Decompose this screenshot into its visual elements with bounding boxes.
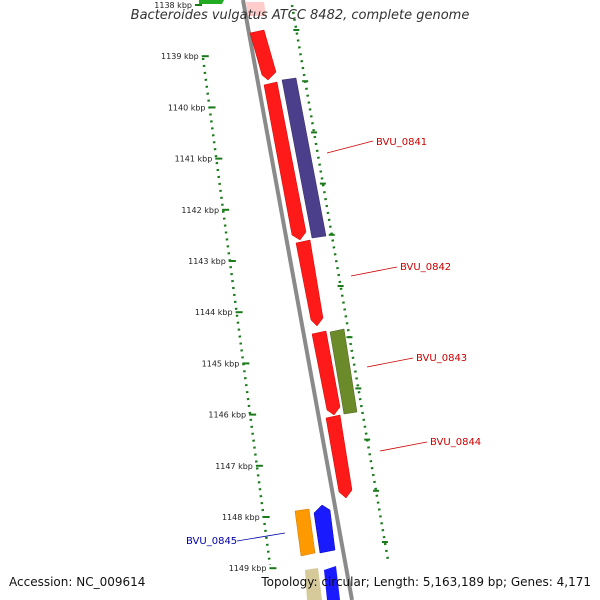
gene-feature-blue [313, 504, 336, 554]
gene-feature-red-2 [263, 81, 307, 241]
gene-label-bvu-0842[interactable]: BVU_0842 [400, 262, 451, 273]
kbp-tick-label: 1139 kbp [161, 52, 199, 61]
gene-feature-red-1 [249, 29, 277, 81]
leader-line-bvu-0841 [326, 140, 374, 154]
kbp-tick-label: 1144 kbp [195, 308, 233, 317]
gene-feature-blue-bottom [324, 566, 340, 600]
topology-text: Topology: circular; Length: 5,163,189 bp… [261, 575, 591, 589]
kbp-tick-label: 1140 kbp [168, 103, 206, 112]
kbp-scale: 1138 kbp 1139 kbp 1140 kbp 1141 kbp 1142 kbp… [154, 1, 388, 573]
leader-line-bvu-0843 [366, 357, 414, 368]
gene-feature-pink [246, 2, 266, 16]
outer-dotted-ring [290, 4, 390, 561]
gene-feature-purple [281, 77, 327, 239]
inner-dotted-ring [201, 57, 272, 566]
gene-label-bvu-0843[interactable]: BVU_0843 [416, 353, 467, 364]
leader-line-bvu-0845 [236, 532, 286, 542]
gene-feature-olive [329, 328, 358, 415]
accession-text: Accession: NC_009614 [9, 575, 146, 589]
kbp-tick-label: 1147 kbp [215, 462, 253, 471]
gene-feature-orange [294, 508, 316, 557]
kbp-tick-label: 1141 kbp [175, 155, 213, 164]
gene-feature-red-4 [311, 330, 341, 416]
leader-line-bvu-0844 [379, 441, 428, 452]
kbp-tick-label: 1138 kbp [154, 1, 192, 10]
kbp-tick-label: 1146 kbp [208, 411, 246, 420]
gene-feature-tan [305, 568, 322, 600]
map-title: Bacteroides vulgatus ATCC 8482, complete… [130, 8, 470, 23]
gene-feature-top-fragment [199, 0, 224, 4]
leader-line-bvu-0842 [350, 266, 398, 277]
gene-feature-red-3 [295, 239, 324, 327]
kbp-tick-label: 1148 kbp [222, 513, 260, 522]
gene-label-bvu-0844[interactable]: BVU_0844 [430, 437, 481, 448]
kbp-tick-label: 1142 kbp [181, 206, 219, 215]
gene-feature-red-5 [325, 414, 353, 499]
kbp-tick-label: 1143 kbp [188, 257, 226, 266]
genome-backbone [241, 0, 354, 600]
gene-label-bvu-0845[interactable]: BVU_0845 [186, 536, 237, 547]
kbp-tick-label: 1145 kbp [202, 359, 240, 368]
gene-label-bvu-0841[interactable]: BVU_0841 [376, 137, 427, 148]
kbp-tick-label: 1149 kbp [229, 564, 267, 573]
